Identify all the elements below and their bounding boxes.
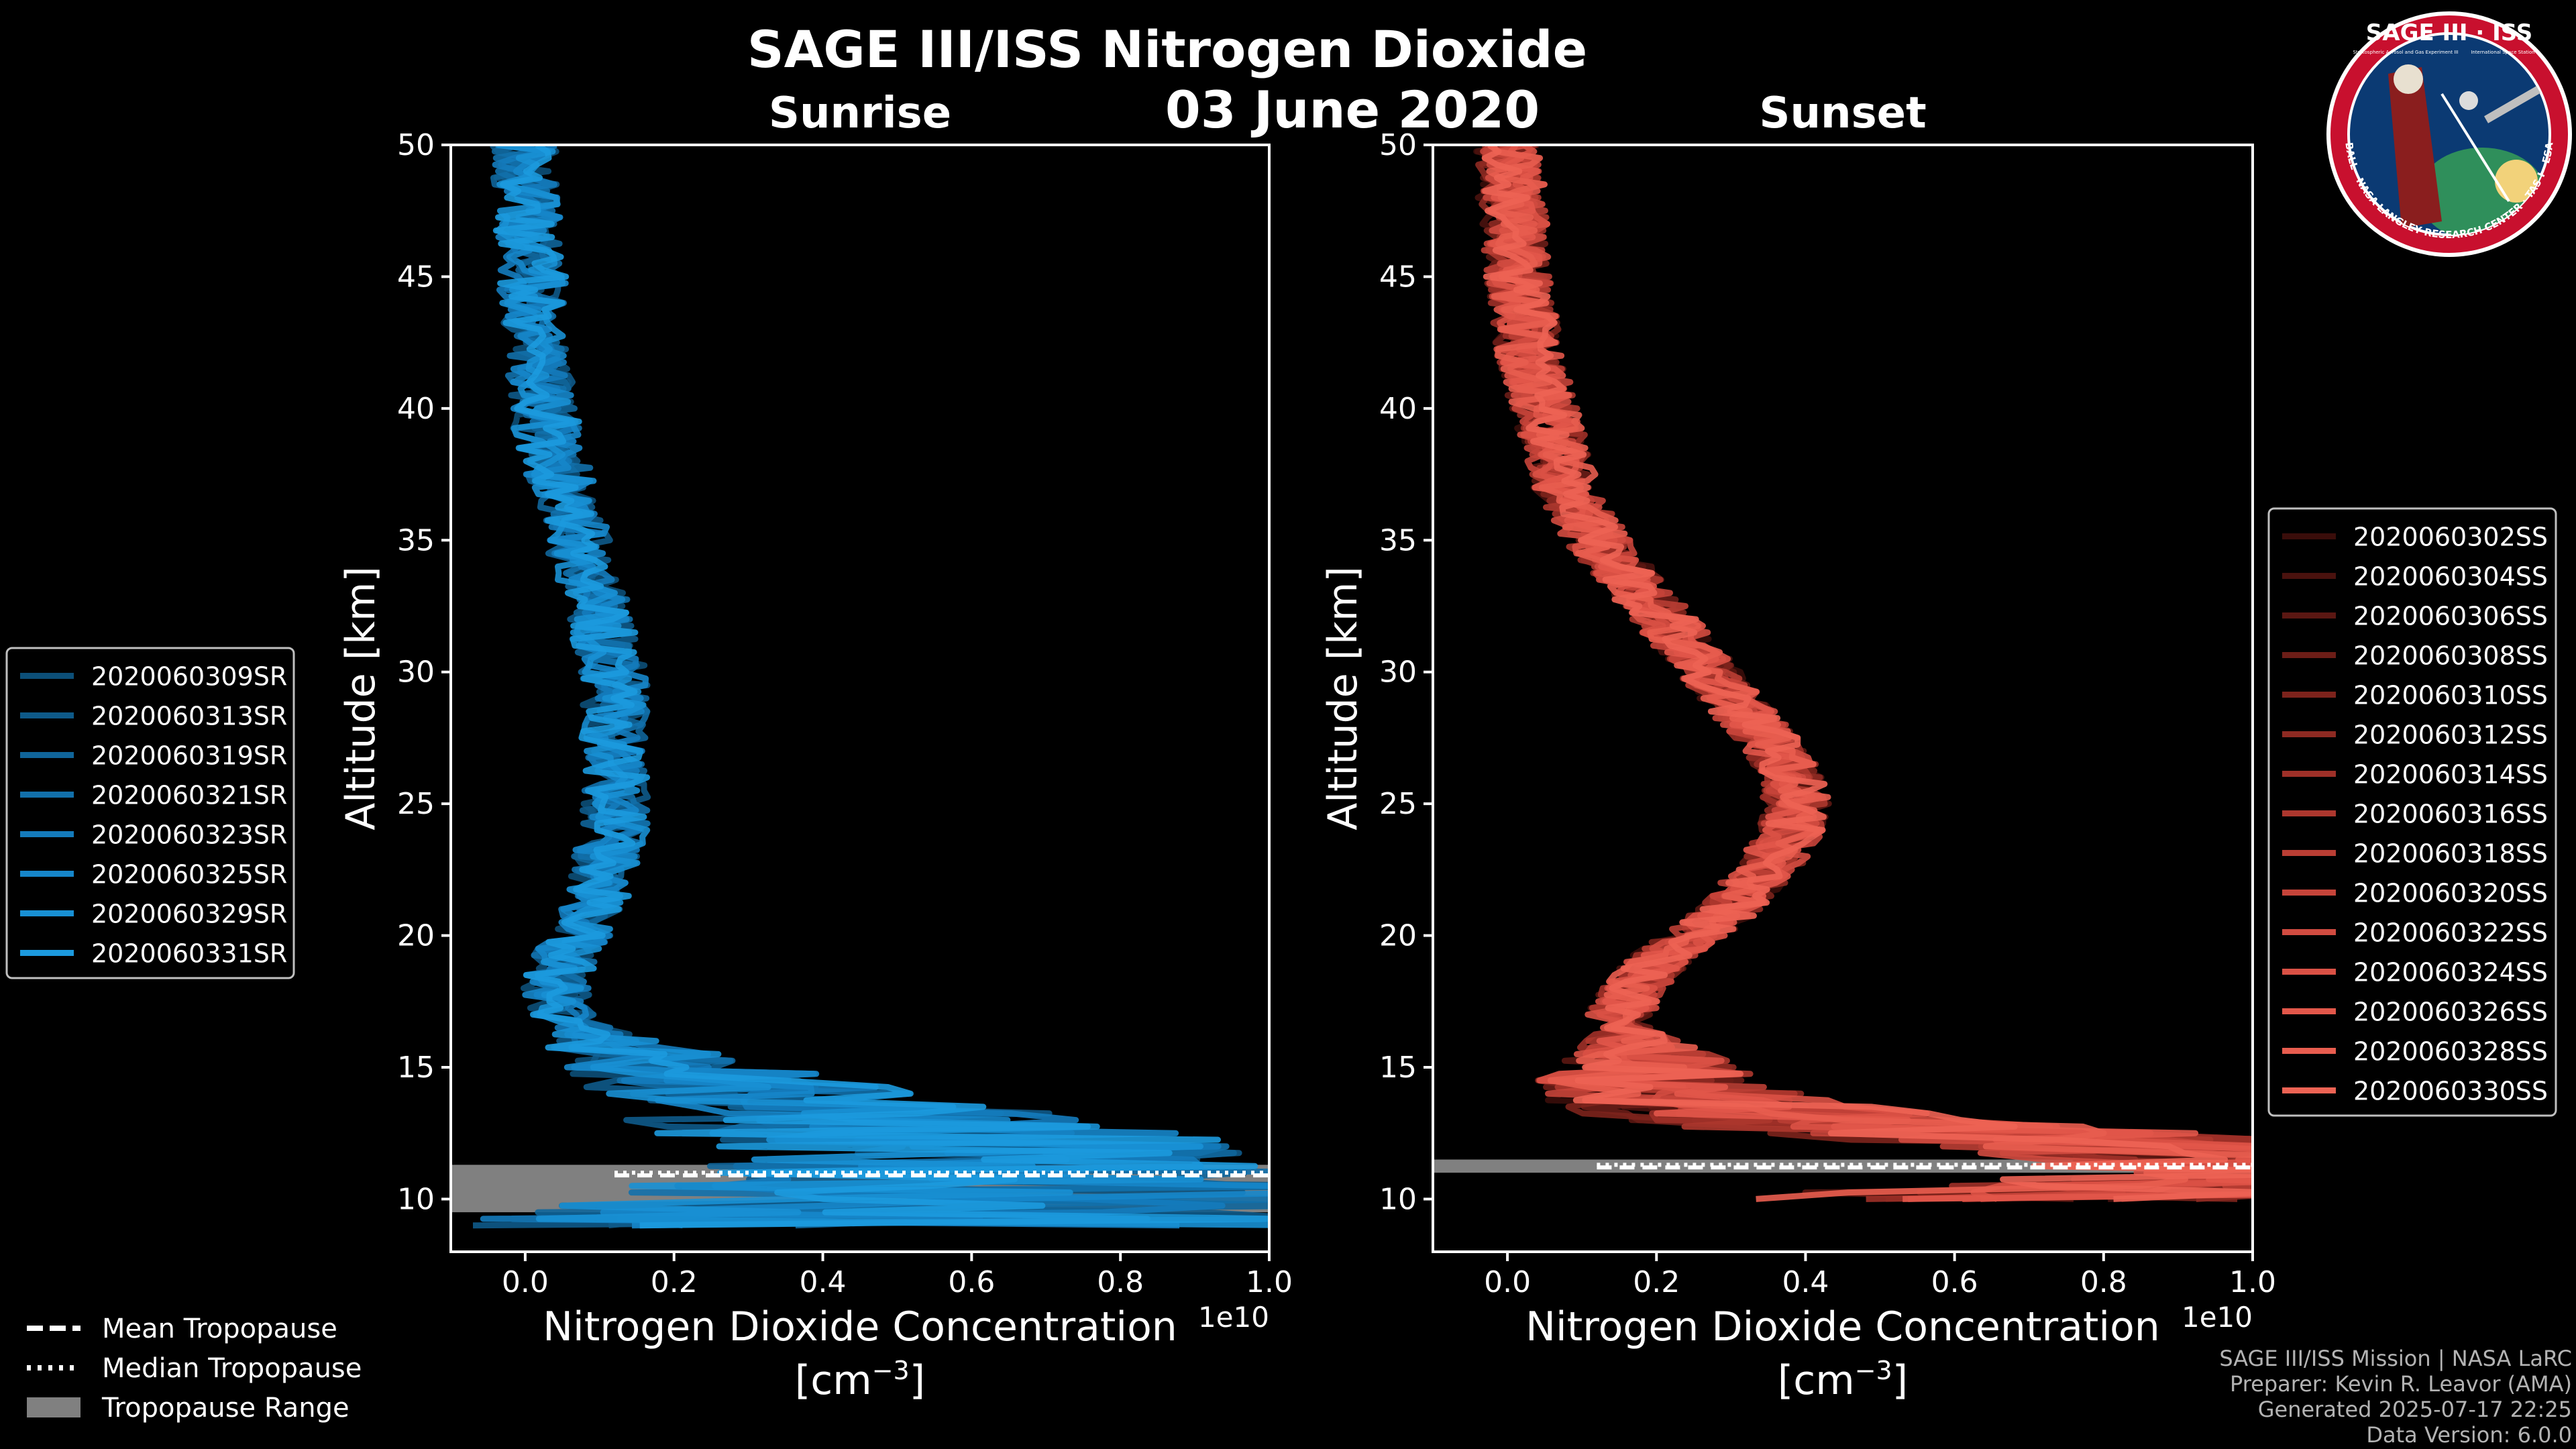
y-tick-label: 15	[397, 1051, 435, 1085]
y-tick-label: 10	[1379, 1182, 1417, 1216]
sunset-y-axis-label: Altitude [km]	[1320, 566, 1366, 830]
iss-station-icon	[2484, 86, 2540, 123]
sunset-legend: 2020060302SS 2020060304SS 2020060306SS 2020…	[2267, 507, 2557, 1117]
sunrise-x-axis-label: Nitrogen Dioxide Concentration	[543, 1303, 1177, 1350]
y-tick-label: 50	[1379, 128, 1417, 162]
y-tick-label: 25	[1379, 787, 1417, 821]
legend-entry-label: 2020060326SS	[2353, 998, 2548, 1027]
legend-box	[2267, 507, 2557, 1117]
sunrise-legend: 2020060309SR 2020060313SR 2020060319SR 2020…	[5, 647, 295, 979]
legend-entry-label: 2020060319SR	[91, 741, 287, 771]
sunset-panel: 0.0 0.2 0.4 0.6 0.8 1.0 10 15 20 25 30 35 40 45 50 1e…	[1320, 128, 2276, 1404]
astronomer-figure-icon	[2388, 67, 2442, 228]
sunrise-x-offset-label: 1e10	[1198, 1301, 1269, 1334]
sunset-axes-frame	[1432, 144, 2254, 1253]
y-tick-label: 35	[1379, 523, 1417, 557]
legend-entry-label: 2020060318SS	[2353, 839, 2548, 869]
y-tick-label: 25	[397, 787, 435, 821]
tropo-legend-label: Mean Tropopause	[102, 1313, 337, 1344]
y-tick-label: 20	[397, 919, 435, 953]
x-tick-label: 0.0	[1484, 1265, 1531, 1299]
legend-entry-label: 2020060310SS	[2353, 681, 2548, 710]
y-tick-label: 40	[1379, 392, 1417, 426]
legend-entry-label: 2020060330SS	[2353, 1077, 2548, 1106]
sunset-x-offset-label: 1e10	[2182, 1301, 2253, 1334]
legend-entry-label: 2020060312SS	[2353, 720, 2548, 750]
legend-entry-label: 2020060322SS	[2353, 918, 2548, 948]
sunrise-x-axis-units: [cm−3]	[795, 1356, 925, 1404]
sunrise-panel: 0.0 0.2 0.4 0.6 0.8 1.0 10 15 20 25 30 35 40 45 50 1e…	[337, 128, 1293, 1404]
y-tick-label: 10	[397, 1182, 435, 1216]
legend-entry-label: 2020060321SR	[91, 781, 287, 810]
tropopause-legend: Mean Tropopause Median Tropopause Tropopau…	[27, 1313, 362, 1424]
x-tick-label: 0.0	[502, 1265, 549, 1299]
legend-entry-label: 2020060308SS	[2353, 641, 2548, 671]
x-tick-label: 0.6	[1931, 1265, 1978, 1299]
logo-title: SAGE III · ISS	[2366, 19, 2532, 46]
credits-block: SAGE III/ISS Mission | NASA LaRC Prepare…	[2219, 1346, 2572, 1448]
x-tick-label: 0.4	[800, 1265, 847, 1299]
figure-date: 03 June 2020	[1165, 80, 1540, 140]
sunset-plot-area	[1433, 145, 2253, 1252]
y-tick-label: 30	[397, 655, 435, 690]
x-tick-label: 0.6	[948, 1265, 995, 1299]
logo-subtitle-right: International Space Station	[2471, 50, 2534, 55]
sage-mission-logo: SAGE III · ISS Stratospheric Aerosol and…	[2326, 11, 2572, 257]
y-tick-label: 45	[397, 260, 435, 294]
legend-entry-label: 2020060324SS	[2353, 958, 2548, 987]
y-tick-label: 15	[1379, 1051, 1417, 1085]
sunset-panel-title: Sunset	[1759, 89, 1926, 138]
tropopause-range-swatch	[27, 1397, 80, 1417]
profile-line-2020060331SR	[492, 145, 1269, 1229]
legend-entry-label: 2020060320SS	[2353, 879, 2548, 908]
y-tick-label: 50	[397, 128, 435, 162]
y-tick-label: 40	[397, 392, 435, 426]
sun-emblem-icon	[2495, 160, 2538, 203]
x-tick-label: 0.2	[651, 1265, 698, 1299]
x-tick-label: 1.0	[1246, 1265, 1293, 1299]
legend-entry-label: 2020060314SS	[2353, 760, 2548, 790]
y-tick-label: 45	[1379, 260, 1417, 294]
credit-line: SAGE III/ISS Mission | NASA LaRC	[2219, 1346, 2572, 1371]
sunrise-axes-frame	[449, 144, 1271, 1253]
y-tick-label: 20	[1379, 919, 1417, 953]
tropo-legend-label: Tropopause Range	[101, 1393, 350, 1424]
legend-entry-label: 2020060304SS	[2353, 562, 2548, 592]
credit-line: Preparer: Kevin R. Leavor (AMA)	[2230, 1371, 2572, 1397]
sunset-x-axis-label: Nitrogen Dioxide Concentration	[1525, 1303, 2160, 1350]
legend-entry-label: 2020060316SS	[2353, 800, 2548, 829]
legend-entry-label: 2020060313SR	[91, 702, 287, 731]
figure-title: SAGE III/ISS Nitrogen Dioxide	[747, 19, 1587, 79]
legend-entry-label: 2020060323SR	[91, 820, 287, 850]
legend-entry-label: 2020060328SS	[2353, 1037, 2548, 1067]
credit-line: Generated 2025-07-17 22:25	[2258, 1397, 2572, 1422]
legend-entry-label: 2020060302SS	[2353, 523, 2548, 552]
sunrise-y-axis-label: Altitude [km]	[337, 566, 384, 830]
x-tick-label: 0.8	[2080, 1265, 2127, 1299]
legend-entry-label: 2020060306SS	[2353, 602, 2548, 631]
legend-entry-label: 2020060331SR	[91, 939, 287, 969]
profile-line-2020060330SS	[1482, 145, 2253, 1202]
legend-box	[5, 647, 295, 979]
legend-entry-label: 2020060309SR	[91, 662, 287, 692]
x-tick-label: 1.0	[2229, 1265, 2276, 1299]
sunrise-panel-title: Sunrise	[769, 89, 951, 138]
x-tick-label: 0.8	[1097, 1265, 1144, 1299]
sunset-x-axis-units: [cm−3]	[1778, 1356, 1908, 1404]
legend-entry-label: 2020060325SR	[91, 860, 287, 890]
tropo-legend-label: Median Tropopause	[102, 1353, 362, 1384]
y-tick-label: 35	[397, 523, 435, 557]
credit-line: Data Version: 6.0.0	[2366, 1422, 2572, 1448]
legend-entry-label: 2020060329SR	[91, 900, 287, 929]
x-tick-label: 0.2	[1633, 1265, 1680, 1299]
y-tick-label: 30	[1379, 655, 1417, 690]
logo-subtitle-left: Stratospheric Aerosol and Gas Experiment…	[2353, 50, 2458, 55]
x-tick-label: 0.4	[1782, 1265, 1829, 1299]
